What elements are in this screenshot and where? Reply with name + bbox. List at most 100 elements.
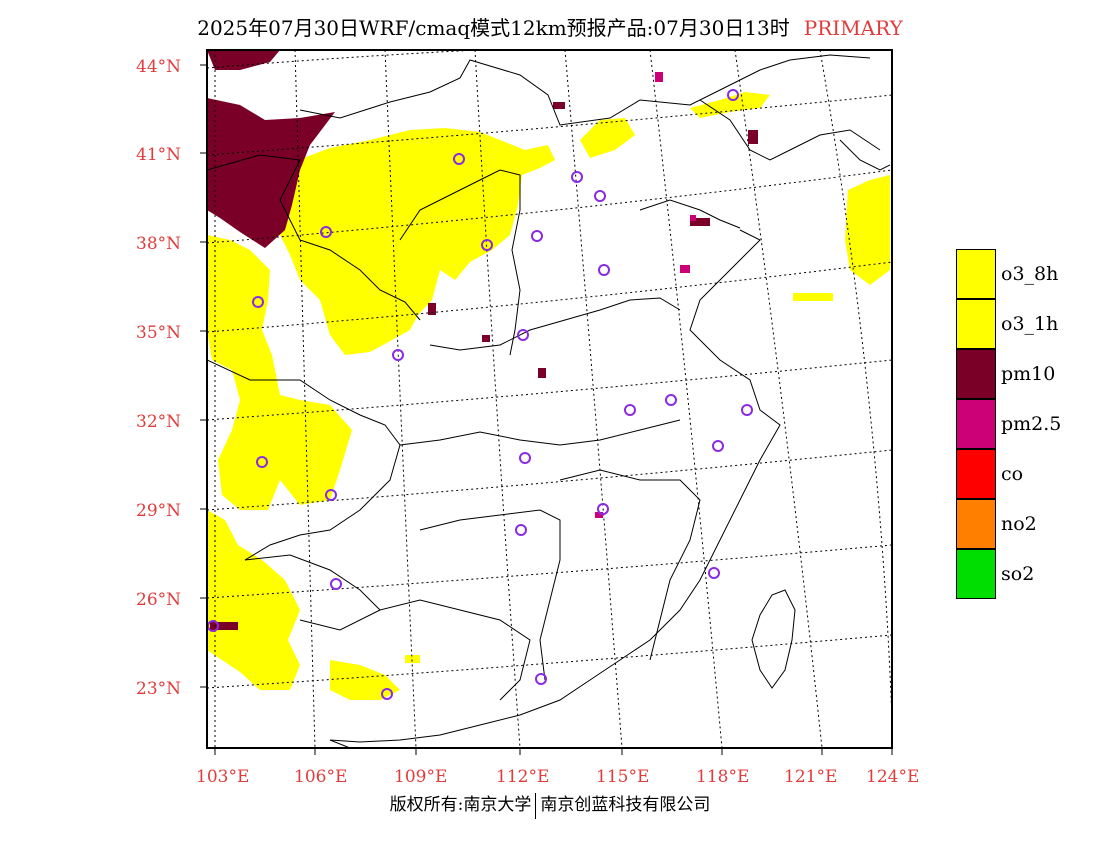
legend-item-no2: no2 xyxy=(956,499,1096,549)
boundary-north-korea xyxy=(839,139,891,171)
city-marker-beijing xyxy=(571,171,583,183)
legend-label-pm10: pm10 xyxy=(1001,363,1056,385)
pm10-region-northwest xyxy=(207,98,335,248)
boundary-yunnan-guizhou xyxy=(244,554,381,611)
city-marker-shanghai xyxy=(741,404,753,416)
legend-item-pm2-5: pm2.5 xyxy=(956,399,1096,449)
pm10-dot-a xyxy=(482,335,490,342)
city-marker-chengdu xyxy=(256,456,268,468)
lat-label-44: 44°N xyxy=(136,57,181,77)
boundary-shanxi-shaanxi xyxy=(399,169,521,356)
footer-right: 南京创蓝科技有限公司 xyxy=(540,795,711,815)
o3-region-northeast xyxy=(690,92,770,118)
lon-label-109: 109°E xyxy=(394,767,447,787)
pm10-overlay xyxy=(207,50,758,630)
city-markers xyxy=(207,89,753,700)
city-marker-harbin xyxy=(727,89,739,101)
city-marker-jinan xyxy=(598,264,610,276)
pm25-overlay xyxy=(595,72,696,518)
city-marker-hohhot xyxy=(453,153,465,165)
pm10-dot-c xyxy=(553,102,565,109)
city-marker-fuzhou xyxy=(708,567,720,579)
legend-swatch-pm2-5 xyxy=(956,399,996,449)
boundary-gansu-ningxia xyxy=(207,154,421,321)
city-marker-chongqing xyxy=(325,489,337,501)
boundary-hubei xyxy=(399,419,681,446)
lat-label-41: 41°N xyxy=(136,145,181,165)
coastline-east xyxy=(329,99,881,743)
boundary-inner-mongolia xyxy=(299,54,871,126)
legend-item-o3-8h: o3_8h xyxy=(956,249,1096,299)
city-marker-tianjin xyxy=(594,190,606,202)
city-marker-nanchang xyxy=(597,503,609,515)
lat-label-35: 35°N xyxy=(136,323,181,343)
map-content xyxy=(207,50,892,748)
legend: o3_8h o3_1h pm10 pm2.5 co no2 so2 xyxy=(956,249,1096,599)
legend-swatch-no2 xyxy=(956,499,996,549)
title-tag: PRIMARY xyxy=(803,16,903,40)
copyright-footer: 版权所有:南京大学 南京创蓝科技有限公司 xyxy=(0,790,1100,819)
boundary-guangxi xyxy=(299,599,531,701)
o3-patch-central xyxy=(405,655,420,663)
pm25-dot-d xyxy=(595,512,603,518)
legend-label-no2: no2 xyxy=(1001,513,1037,535)
legend-swatch-co xyxy=(956,449,996,499)
city-marker-hefei xyxy=(624,404,636,416)
map-frame xyxy=(206,49,893,749)
footer-separator xyxy=(535,792,537,819)
lat-label-38: 38°N xyxy=(136,234,181,254)
legend-swatch-o3-8h xyxy=(956,249,996,299)
lon-label-118: 118°E xyxy=(696,767,749,787)
city-marker-nanjing xyxy=(665,394,677,406)
pm10-dot-d xyxy=(748,130,758,144)
latitude-labels: 44°N 41°N 38°N 35°N 32°N 29°N 26°N 23°N xyxy=(136,57,181,699)
taiwan-outline xyxy=(751,589,796,689)
legend-item-pm10: pm10 xyxy=(956,349,1096,399)
legend-label-o3-1h: o3_1h xyxy=(1001,313,1059,335)
boundaries xyxy=(207,54,891,748)
legend-item-co: co xyxy=(956,449,1096,499)
lon-label-124: 124°E xyxy=(866,767,919,787)
legend-swatch-so2 xyxy=(956,549,996,599)
city-marker-nanning xyxy=(381,688,393,700)
o3-region-south xyxy=(330,660,400,700)
lat-label-23: 23°N xyxy=(136,679,181,699)
lon-label-106: 106°E xyxy=(294,767,347,787)
city-marker-xian xyxy=(392,349,404,361)
lat-label-32: 32°N xyxy=(136,412,181,432)
o3-overlay xyxy=(207,92,890,700)
boundary-henan xyxy=(429,297,681,351)
city-marker-taiyuan xyxy=(481,239,493,251)
pm25-dot-b xyxy=(680,265,690,273)
city-marker-wuhan xyxy=(519,452,531,464)
o3-region-southwest xyxy=(207,510,300,690)
legend-swatch-pm10 xyxy=(956,349,996,399)
pm10-dot-g xyxy=(538,368,546,378)
lon-label-121: 121°E xyxy=(784,767,837,787)
o3-region-east-coast xyxy=(845,175,890,285)
pm25-dot-a xyxy=(655,72,663,82)
lat-label-29: 29°N xyxy=(136,501,181,521)
city-marker-guiyang xyxy=(330,578,342,590)
legend-item-so2: so2 xyxy=(956,549,1096,599)
city-marker-guangzhou xyxy=(535,673,547,685)
lon-label-112: 112°E xyxy=(496,767,549,787)
pm25-dot-c xyxy=(690,215,696,221)
city-marker-shijiazhuang xyxy=(531,230,543,242)
legend-label-co: co xyxy=(1001,463,1024,485)
hainan-outline xyxy=(329,739,351,748)
legend-label-so2: so2 xyxy=(1001,563,1035,585)
city-marker-changsha xyxy=(515,524,527,536)
o3-region-west xyxy=(207,235,352,510)
graticule xyxy=(207,50,892,748)
footer-left: 版权所有:南京大学 xyxy=(389,795,532,815)
o3-region-bohai xyxy=(580,118,635,158)
pm10-dot-f xyxy=(210,622,238,630)
o3-region-north xyxy=(280,128,555,355)
legend-label-o3-8h: o3_8h xyxy=(1001,263,1059,285)
coastline-bohai xyxy=(639,199,741,229)
legend-swatch-o3-1h xyxy=(956,299,996,349)
legend-item-o3-1h: o3_1h xyxy=(956,299,1096,349)
pm10-dot-e xyxy=(690,218,710,226)
